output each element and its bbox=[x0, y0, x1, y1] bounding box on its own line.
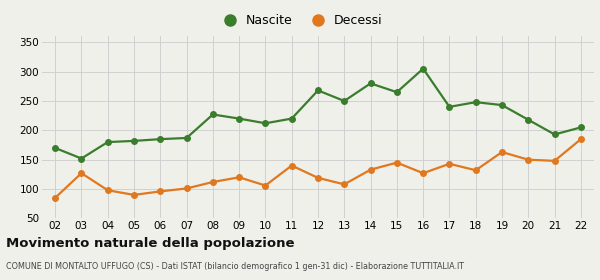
Decessi bbox=[157, 190, 164, 193]
Decessi bbox=[419, 172, 427, 175]
Nascite bbox=[314, 89, 322, 92]
Nascite bbox=[472, 101, 479, 104]
Nascite bbox=[262, 122, 269, 125]
Decessi bbox=[577, 137, 584, 141]
Decessi bbox=[288, 164, 295, 167]
Nascite bbox=[78, 157, 85, 160]
Text: COMUNE DI MONTALTO UFFUGO (CS) - Dati ISTAT (bilancio demografico 1 gen-31 dic) : COMUNE DI MONTALTO UFFUGO (CS) - Dati IS… bbox=[6, 262, 464, 271]
Legend: Nascite, Decessi: Nascite, Decessi bbox=[212, 9, 388, 32]
Nascite bbox=[236, 117, 243, 120]
Nascite bbox=[209, 113, 217, 116]
Decessi bbox=[551, 159, 558, 163]
Nascite bbox=[130, 139, 137, 143]
Decessi bbox=[52, 196, 59, 200]
Nascite bbox=[183, 136, 190, 140]
Nascite bbox=[157, 137, 164, 141]
Nascite bbox=[52, 146, 59, 150]
Nascite bbox=[499, 103, 506, 107]
Nascite bbox=[393, 90, 400, 94]
Decessi bbox=[367, 168, 374, 171]
Nascite bbox=[419, 67, 427, 70]
Nascite bbox=[577, 126, 584, 129]
Decessi bbox=[314, 176, 322, 179]
Line: Nascite: Nascite bbox=[52, 66, 584, 161]
Text: Movimento naturale della popolazione: Movimento naturale della popolazione bbox=[6, 237, 295, 249]
Nascite bbox=[551, 133, 558, 136]
Nascite bbox=[104, 140, 112, 144]
Nascite bbox=[367, 82, 374, 85]
Decessi bbox=[524, 158, 532, 161]
Nascite bbox=[288, 117, 295, 120]
Decessi bbox=[104, 188, 112, 192]
Decessi bbox=[499, 150, 506, 154]
Nascite bbox=[524, 118, 532, 122]
Decessi bbox=[262, 184, 269, 187]
Nascite bbox=[341, 99, 348, 103]
Decessi bbox=[446, 162, 453, 165]
Decessi bbox=[130, 193, 137, 197]
Decessi bbox=[183, 187, 190, 190]
Decessi bbox=[472, 169, 479, 172]
Nascite bbox=[446, 105, 453, 109]
Decessi bbox=[393, 161, 400, 164]
Decessi bbox=[341, 183, 348, 186]
Decessi bbox=[209, 180, 217, 184]
Decessi bbox=[78, 172, 85, 175]
Line: Decessi: Decessi bbox=[52, 136, 584, 201]
Decessi bbox=[236, 176, 243, 179]
